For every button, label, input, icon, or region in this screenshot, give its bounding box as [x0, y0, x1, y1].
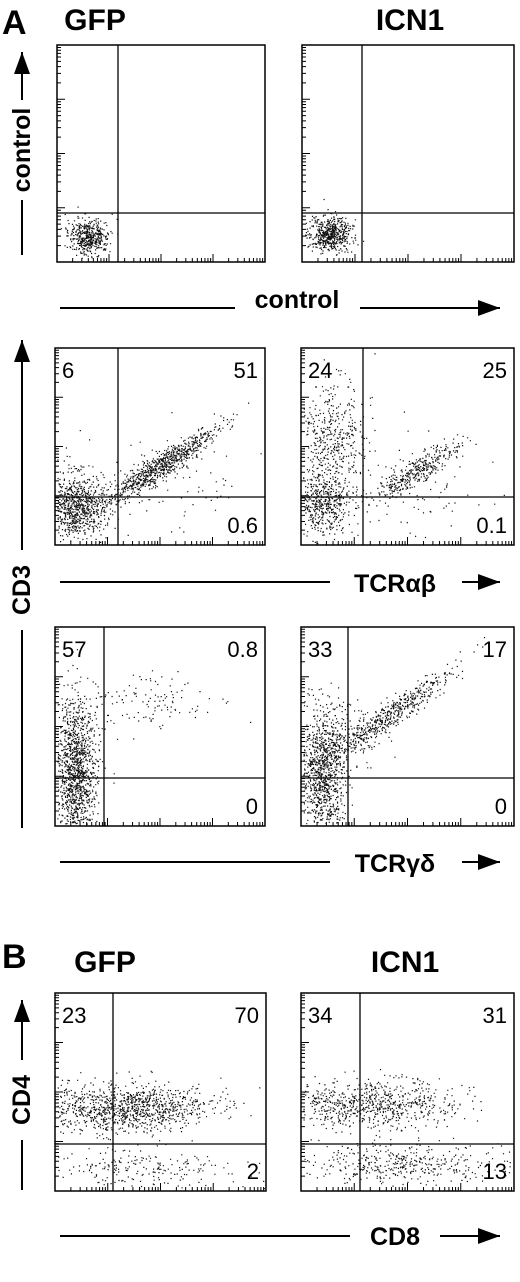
- events: [57, 1070, 265, 1190]
- arrow-head: [478, 854, 500, 870]
- events: [57, 402, 262, 543]
- quadrant-percent: 57: [62, 637, 86, 662]
- quadrant-percent: 33: [308, 637, 332, 662]
- quadrant-percent: 6: [62, 358, 74, 383]
- events: [305, 198, 365, 256]
- events: [303, 353, 505, 545]
- axis-ticks: [54, 628, 264, 827]
- events: [303, 1069, 511, 1187]
- arrow-head: [14, 52, 30, 74]
- events: [303, 637, 486, 825]
- axis-ticks: [300, 349, 513, 546]
- events: [60, 206, 119, 259]
- arrow-head: [14, 1000, 30, 1022]
- quadrant-percent: 24: [308, 358, 332, 383]
- arrow-head: [478, 300, 500, 316]
- quadrant-percent: 23: [62, 1003, 86, 1028]
- x-axis-label: CD8: [370, 1223, 420, 1251]
- y-axis-label: control: [8, 108, 36, 193]
- quadrant-percent: 34: [308, 1003, 332, 1028]
- panel-label: B: [2, 938, 27, 976]
- arrow-head: [14, 340, 30, 362]
- column-header: GFP: [74, 946, 136, 979]
- column-header: ICN1: [371, 946, 439, 979]
- axis-ticks: [54, 349, 264, 546]
- quadrant-percent: 0: [495, 794, 507, 819]
- axis-ticks: [56, 46, 264, 263]
- y-axis-label: CD3: [8, 565, 36, 615]
- quadrant-percent: 25: [483, 358, 507, 383]
- quadrant-percent: 51: [234, 358, 258, 383]
- axis-ticks: [300, 628, 513, 827]
- quadrant-percent: 31: [483, 1003, 507, 1028]
- x-axis-label: TCRγδ: [355, 850, 435, 878]
- column-header: GFP: [64, 4, 126, 37]
- events: [57, 649, 252, 826]
- quadrant-percent: 2: [247, 1159, 259, 1184]
- x-axis-label: control: [255, 286, 340, 314]
- quadrant-percent: 0: [246, 794, 258, 819]
- quadrant-percent: 17: [483, 637, 507, 662]
- quadrant-percent: 0.8: [227, 637, 258, 662]
- quadrant-percent: 13: [483, 1159, 507, 1184]
- quadrant-percent: 70: [235, 1003, 259, 1028]
- column-header: ICN1: [376, 4, 444, 37]
- axis-ticks: [300, 994, 513, 1192]
- panel-label: A: [2, 4, 27, 42]
- axis-ticks: [301, 46, 513, 263]
- arrow-head: [478, 1228, 500, 1244]
- x-axis-label: TCRαβ: [354, 570, 436, 598]
- quadrant-percent: 0.6: [227, 513, 258, 538]
- quadrant-percent: 0.1: [476, 513, 507, 538]
- arrow-head: [478, 574, 500, 590]
- y-axis-label: CD4: [8, 1075, 36, 1125]
